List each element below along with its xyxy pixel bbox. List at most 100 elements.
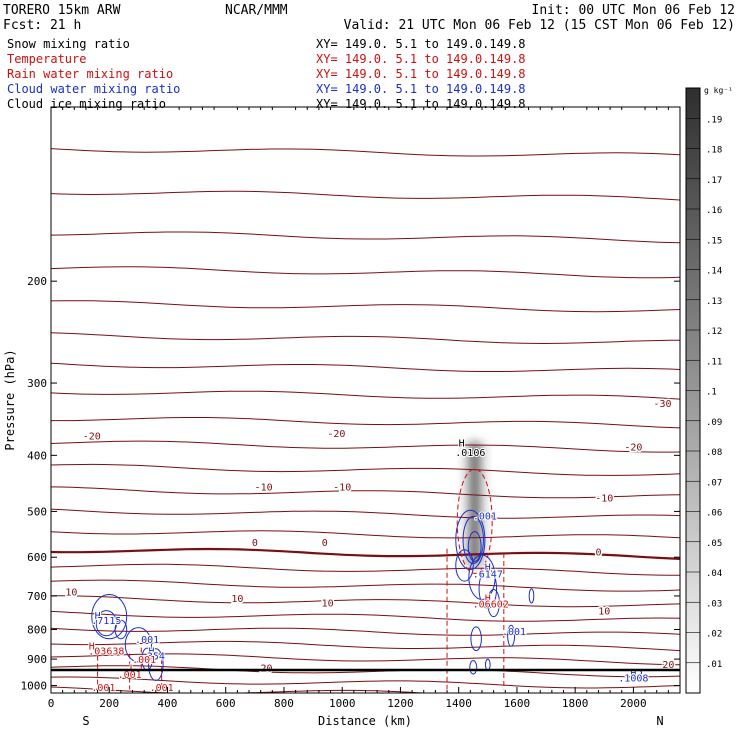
legend-xy: XY= 149.0. 5.1 to 149.0.149.8 [316,67,526,81]
isotherm [51,300,680,313]
colorbar-tick-label: .1 [706,388,717,398]
extremum-label: .7115 [91,616,121,627]
extremum-label: .03638 [88,647,124,658]
y-tick-label: 400 [27,449,47,462]
extremum-label: .354 [141,651,165,662]
isotherm [51,563,680,576]
x-tick-label: 400 [158,697,178,710]
isotherm-label: -20 [83,432,101,443]
isotherm [51,665,680,678]
cloud-water-contour [455,509,486,570]
hydrometeor-contours [91,468,643,690]
x-tick-label: 200 [99,697,119,710]
isotherm [51,148,680,157]
contour-labels: -30-20-20-20-10-10-10000101010102020H.01… [64,398,676,695]
isotherm [51,190,680,201]
isotherm-label: 10 [322,598,334,609]
y-tick-label: 700 [27,590,47,603]
isotherm [51,417,680,429]
isotherm [51,595,680,608]
colorbar-tick-label: .16 [706,206,722,216]
extremum-label: .1008 [618,673,648,684]
colorbar-tick-label: .04 [706,569,722,579]
legend-label: Snow mixing ratio [7,37,130,51]
y-tick-label: 1000 [21,680,48,693]
x-tick-label: 1600 [504,697,531,710]
cloud-water-contour [91,593,128,640]
legend-label: Cloud water mixing ratio [7,82,180,96]
isotherm-label: -20 [327,429,345,440]
colorbar-tick-label: .17 [706,176,722,186]
extremum-label: .001 [132,655,156,666]
snow-mixing-ratio-shading [459,442,490,566]
isotherm-label: 0 [322,538,328,549]
isotherm [51,266,680,279]
cloud-water-contour [148,648,164,681]
colorbar-tick-label: .08 [706,448,722,458]
legend-xy: XY= 149.0. 5.1 to 149.0.149.8 [316,52,526,66]
isotherm-label: 0 [252,538,258,549]
y-tick-label: 600 [27,551,47,564]
cloud-water-contour [507,624,516,647]
x-tick-label: 1200 [387,697,414,710]
x-tick-label: 1800 [562,697,589,710]
extremum-label: .001 [135,635,159,646]
legend-label: Temperature [7,52,86,66]
y-tick-label: 200 [27,275,47,288]
cloud-water-contour [469,660,478,675]
x-axis-label: Distance (km) [318,714,412,728]
extremum-label: .6147 [473,569,503,580]
y-tick-label: 900 [27,653,47,666]
x-tick-label: 600 [216,697,236,710]
isotherm-label: 0 [595,548,601,559]
forecast-hour: Fcst: 21 h [3,18,81,33]
isotherm [51,610,680,622]
center-title: NCAR/MMM [225,3,288,18]
y-tick-label: 300 [27,377,47,390]
snow-shading [459,442,490,566]
isotherm [51,640,680,652]
isotherm-label: -30 [653,399,671,410]
cloud-water-contour [487,588,500,618]
colorbar-tick-label: .13 [706,297,722,307]
extremum-label: H [630,669,636,680]
extremum-label: .001 [118,670,142,681]
isotherm [51,332,680,345]
init-time: Init: 00 UTC Mon 06 Feb 12 [532,3,736,18]
cloud-water-contour [470,626,482,652]
isotherm-zero [51,547,680,560]
colorbar-tick-label: .06 [706,509,722,519]
axes: 0 200 400 600 800 1000 1200 1400 1600 1800 2000200… [21,107,681,710]
isotherm [51,362,680,372]
extremum-label: .001 [150,683,174,694]
colorbar-tick-label: .11 [706,357,722,367]
isotherm [51,508,680,519]
isotherm-label: -10 [333,483,351,494]
colorbar-ticks: .01 .02 .03 .04 .05 .06 .07 .08 .09 .1 .11 .12 .13 .1… [686,115,722,670]
isotherm [51,676,680,689]
extremum-label: H [485,562,491,573]
colorbar-tick-label: .01 [706,660,722,670]
model-title: TORERO 15km ARW [3,3,121,18]
isotherm [51,627,680,636]
x-tick-label: 1000 [329,697,356,710]
extremum-label: H [89,641,95,652]
extremum-label: .001 [473,511,497,522]
cloud-water-contour [484,658,491,671]
isotherm [51,231,680,244]
isotherm [51,486,680,499]
extremum-label: .001 [502,627,526,638]
extremum-label: .06602 [473,600,509,611]
legend-label: Cloud ice mixing ratio [7,97,166,111]
x-tick-label: 0 [48,697,55,710]
x-tick-label: 1400 [445,697,472,710]
isotherm [51,463,680,476]
colorbar-tick-label: .19 [706,115,722,125]
extremum-label: .0106 [455,448,485,459]
valid-time: Valid: 21 UTC Mon 06 Feb 12 (15 CST Mon … [344,18,735,33]
y-tick-label: 800 [27,624,47,637]
y-tick-label: 500 [27,505,47,518]
isotherm-label: -10 [255,483,273,494]
isotherm [51,440,680,453]
